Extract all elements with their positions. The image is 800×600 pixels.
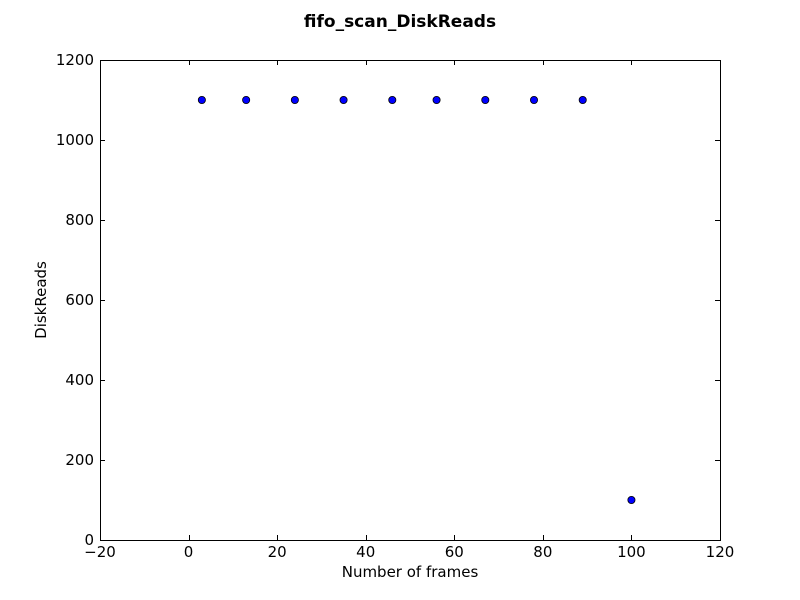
- data-point: [432, 96, 441, 105]
- data-point: [627, 495, 636, 504]
- data-point: [339, 96, 348, 105]
- x-tick-label: 80: [533, 543, 552, 561]
- plot-frame: [100, 60, 721, 541]
- data-point: [388, 96, 397, 105]
- data-point: [242, 96, 251, 105]
- y-tick-label: 1200: [56, 51, 94, 69]
- x-tick-label: −20: [84, 543, 116, 561]
- data-point: [197, 96, 206, 105]
- y-tick-label: 800: [65, 211, 94, 229]
- data-point: [481, 96, 490, 105]
- y-tick-label: 400: [65, 371, 94, 389]
- x-tick-label: 100: [617, 543, 646, 561]
- data-point: [530, 96, 539, 105]
- x-axis-label: Number of frames: [342, 563, 479, 581]
- chart-title: fifo_scan_DiskReads: [304, 12, 496, 32]
- x-tick-label: 40: [356, 543, 375, 561]
- x-tick-label: 0: [184, 543, 194, 561]
- y-tick-label: 0: [84, 531, 94, 549]
- y-axis-label: DiskReads: [32, 261, 50, 339]
- y-tick-label: 1000: [56, 131, 94, 149]
- y-tick-label: 200: [65, 451, 94, 469]
- y-tick-label: 600: [65, 291, 94, 309]
- x-tick-label: 20: [268, 543, 287, 561]
- x-tick-label: 120: [706, 543, 735, 561]
- x-tick-label: 60: [445, 543, 464, 561]
- data-point: [290, 96, 299, 105]
- data-points: [197, 96, 636, 504]
- data-point: [578, 96, 587, 105]
